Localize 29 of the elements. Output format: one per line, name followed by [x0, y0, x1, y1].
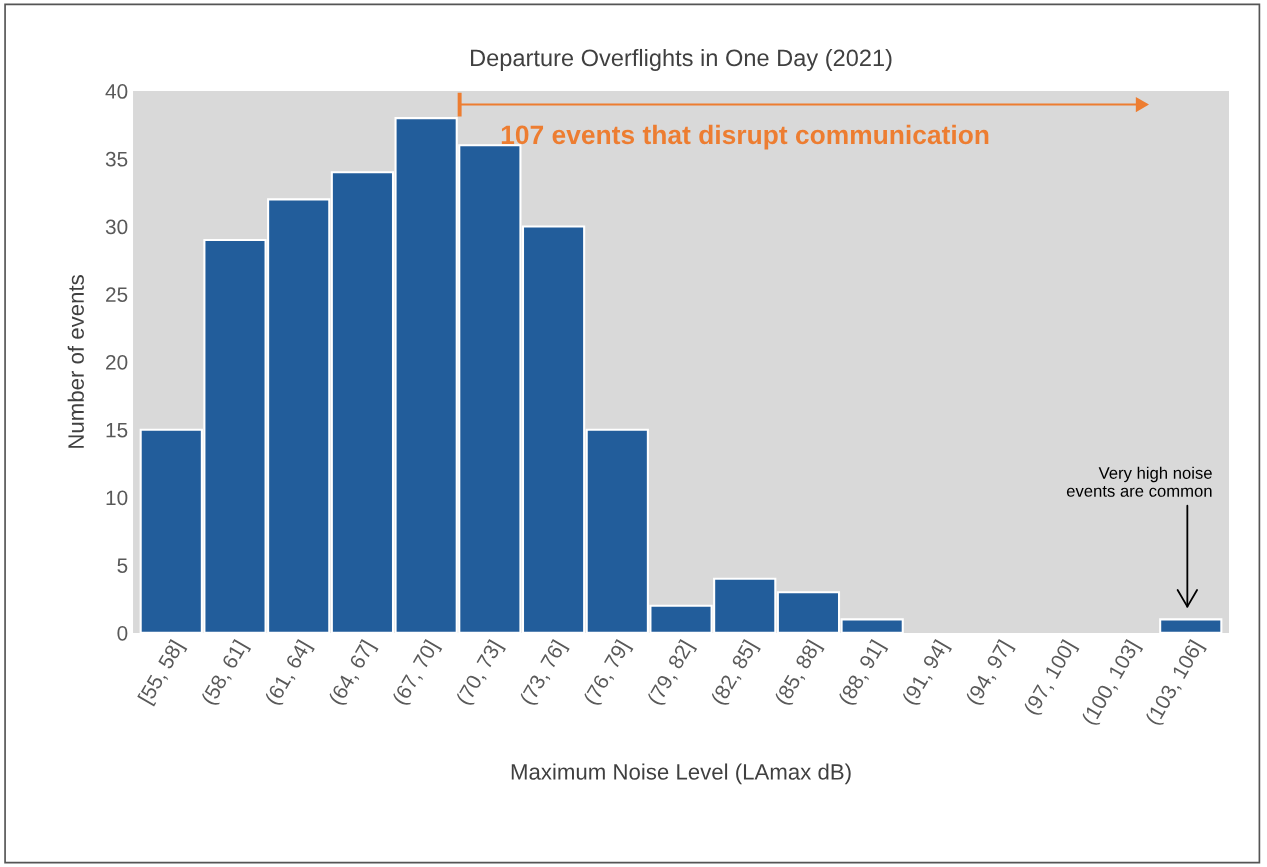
y-tick-label: 15: [106, 422, 128, 438]
x-tick-label: (67, 70]: [391, 639, 443, 708]
y-tick-label: 10: [106, 490, 128, 506]
x-tick-label: (88, 91]: [837, 639, 889, 708]
y-tick-label: 40: [105, 84, 128, 99]
y-tick-label: 25: [106, 287, 128, 302]
x-tick-label: [55, 58]: [137, 639, 188, 707]
y-tick-label: 35: [105, 151, 128, 167]
x-tick-label: (85, 88]: [773, 639, 825, 708]
x-tick-label: (79, 82]: [646, 639, 698, 708]
x-tick-label: (73, 76]: [518, 639, 570, 708]
x-tick-label: (91, 94]: [901, 639, 952, 708]
x-tick-label: (76, 79]: [582, 639, 634, 708]
x-tick-label: (64, 67]: [327, 639, 379, 708]
y-tick-label: 5: [117, 558, 128, 573]
chart-title: Departure Overflights in One Day (2021): [471, 48, 892, 71]
x-tick-label: (61, 64]: [264, 639, 315, 708]
bar: [1159, 618, 1223, 633]
y-tick-label: 30: [105, 219, 128, 235]
x-tick-label: (70, 73]: [455, 639, 506, 708]
y-tick-label: 0: [117, 625, 128, 641]
y-axis-title: Number of events: [67, 275, 84, 448]
x-axis-title: Maximum Noise Level (LAmax dB): [511, 763, 851, 785]
y-tick-label: 20: [106, 354, 128, 370]
x-tick-label: (94, 97]: [964, 639, 1016, 708]
x-tick-label: (82, 85]: [710, 639, 761, 708]
annotation: 107 events that disrupt communication: [501, 124, 989, 150]
x-tick-label: (58, 61]: [200, 639, 252, 708]
annotation: Very high noise events are common: [1066, 466, 1212, 497]
